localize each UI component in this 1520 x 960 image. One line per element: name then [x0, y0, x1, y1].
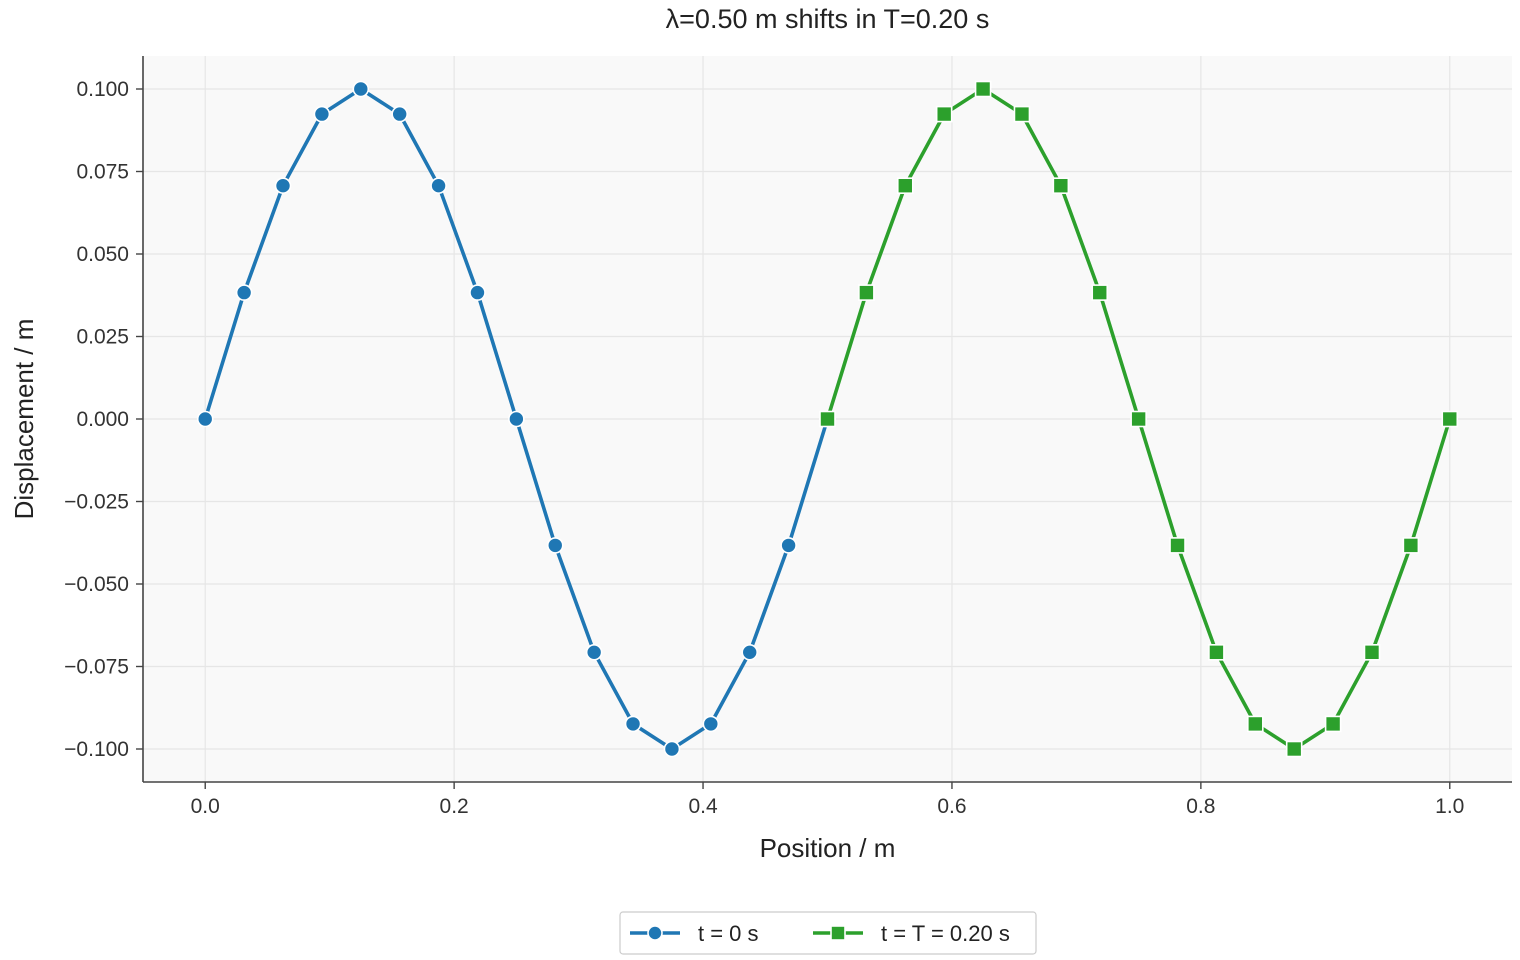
y-axis-label: Displacement / m	[9, 319, 39, 520]
data-point	[1052, 177, 1070, 194]
data-point	[235, 284, 253, 301]
chart-title: λ=0.50 m shifts in T=0.20 s	[666, 4, 990, 34]
data-point	[741, 644, 759, 661]
data-point	[1247, 715, 1264, 733]
legend-label: t = 0 s	[698, 921, 759, 946]
data-point	[1402, 537, 1420, 554]
y-tick-label: 0.000	[76, 408, 129, 431]
data-point	[585, 644, 603, 661]
data-point	[430, 177, 447, 194]
y-tick-label: −0.025	[64, 491, 129, 514]
series-2	[819, 80, 1459, 758]
data-point	[1091, 284, 1109, 301]
data-point	[1013, 105, 1031, 123]
x-tick-label: 0.2	[440, 795, 469, 818]
data-point	[858, 284, 875, 301]
tick-labels: 0.0 0.2 0.4 0.6 0.8 1.0 0.100 0.075 0.050 0.025 0.…	[64, 78, 1464, 818]
y-tick-label: −0.100	[64, 738, 129, 761]
data-point	[546, 537, 564, 554]
data-point	[935, 105, 953, 123]
data-point	[819, 410, 836, 428]
data-point	[352, 80, 370, 98]
data-point	[624, 715, 642, 733]
legend: t = 0 s t = T = 0.20 s	[619, 911, 1037, 955]
data-point	[896, 177, 914, 194]
y-tick-label: 0.075	[76, 161, 129, 184]
y-tick-label: 0.100	[76, 78, 129, 101]
legend-item-2: t = T = 0.20 s	[813, 921, 1010, 946]
data-point	[391, 105, 408, 123]
y-tick-label: 0.025	[76, 326, 129, 349]
data-point	[313, 105, 331, 123]
x-axis-label: Position / m	[760, 833, 896, 863]
data-point	[469, 284, 486, 301]
y-tick-label: 0.050	[76, 243, 129, 266]
x-tick-label: 0.4	[688, 795, 718, 818]
series-1	[196, 80, 836, 758]
data-point	[508, 410, 525, 428]
data-point	[274, 177, 292, 194]
data-point	[1363, 644, 1381, 661]
legend-label: t = T = 0.20 s	[881, 921, 1010, 946]
data-point	[196, 410, 214, 428]
x-tick-label: 0.0	[191, 795, 220, 818]
data-point	[1285, 740, 1303, 758]
data-point	[1169, 537, 1186, 554]
legend-items: t = 0 s t = T = 0.20 s	[630, 921, 1010, 946]
x-tick-label: 1.0	[1435, 795, 1464, 818]
data-point	[1441, 410, 1459, 428]
data-point	[974, 80, 992, 98]
data-point	[702, 715, 720, 733]
data-point	[1324, 715, 1342, 733]
data-point	[663, 740, 681, 758]
axes	[136, 56, 1512, 789]
series-layer	[196, 80, 1459, 758]
legend-marker	[830, 925, 846, 941]
y-tick-label: −0.075	[64, 656, 129, 679]
data-point	[1208, 644, 1225, 661]
legend-item-1: t = 0 s	[630, 921, 759, 946]
legend-marker	[647, 925, 663, 941]
data-point	[780, 537, 797, 554]
y-tick-label: −0.050	[64, 573, 129, 596]
x-tick-label: 0.8	[1186, 795, 1215, 818]
x-tick-label: 0.6	[937, 795, 966, 818]
data-point	[1130, 410, 1147, 428]
